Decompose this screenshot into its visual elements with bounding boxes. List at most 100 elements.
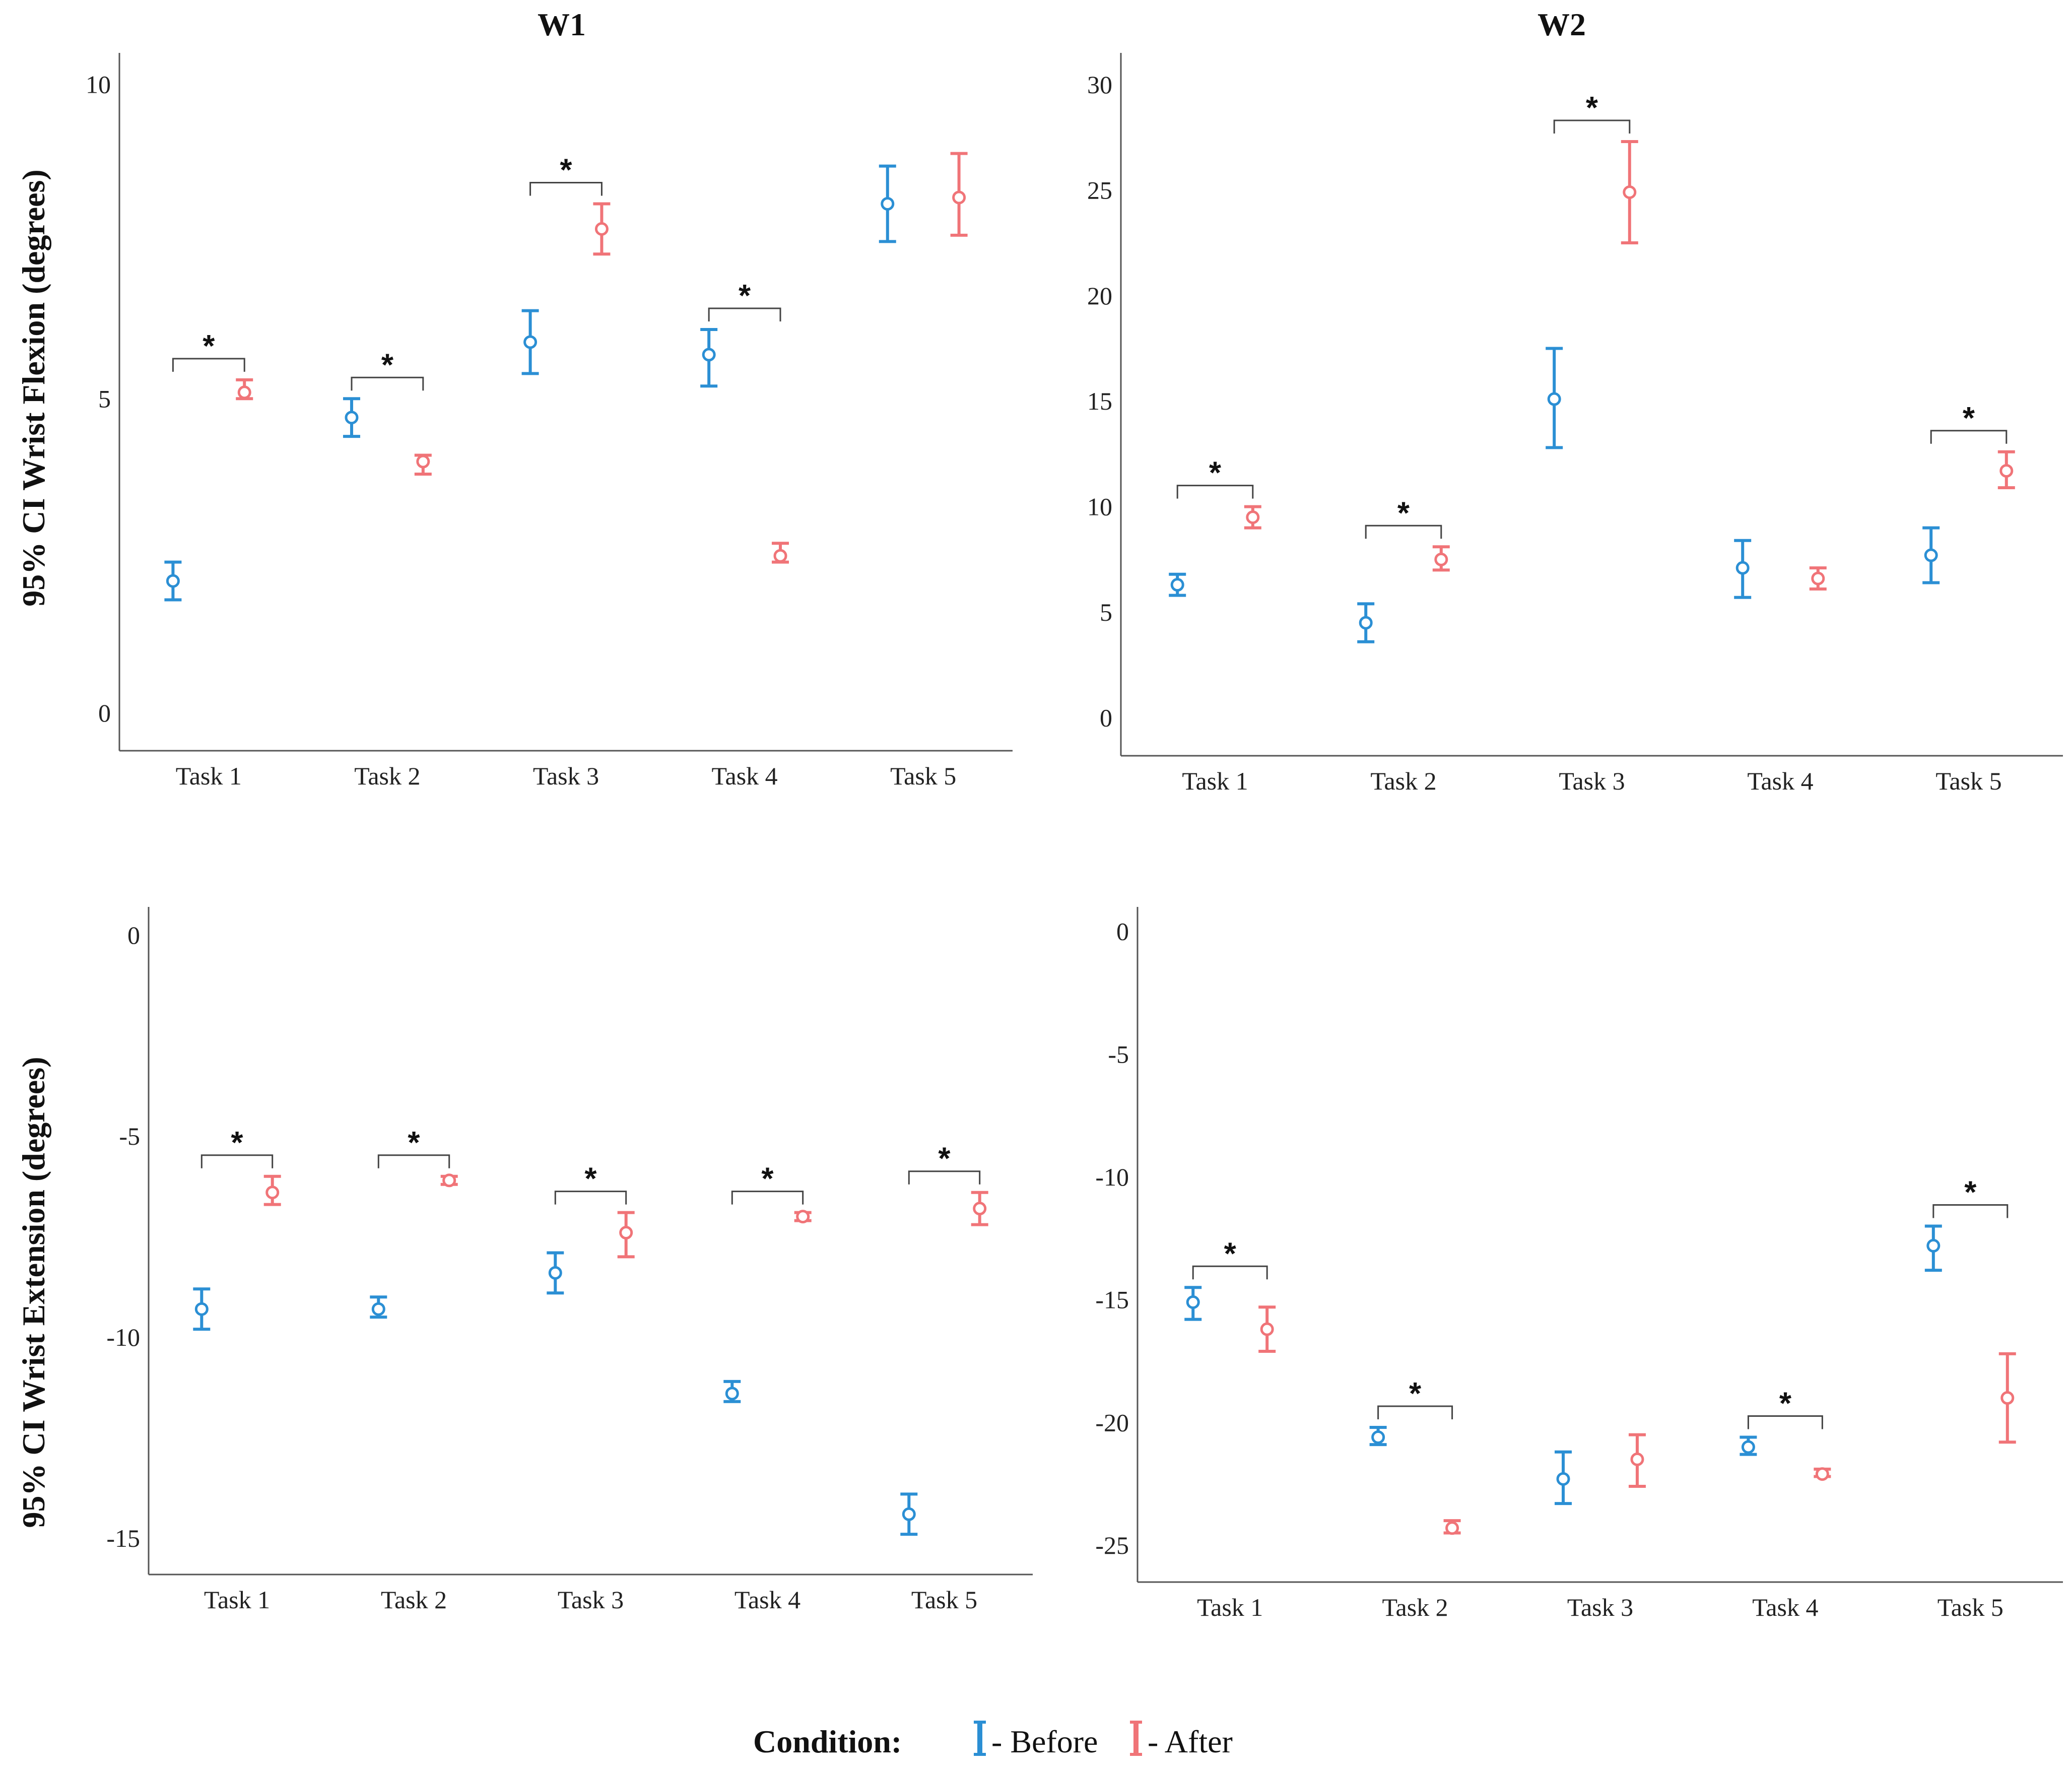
x-tick-label: Task 2 [354,762,420,790]
y-tick-label: -15 [1095,1286,1129,1314]
column-title-w1: W1 [538,7,586,42]
significance-bracket: * [377,1126,450,1168]
mean-point-after [594,222,609,236]
legend-title: Condition: [753,1724,902,1759]
mean-point-before [194,1302,209,1316]
significance-bracket: * [1365,496,1442,539]
significance-bracket: * [1932,1175,2009,1218]
legend-after-label: - After [1148,1724,1233,1759]
y-tick-label: 0 [98,699,111,727]
significance-star: * [1224,1236,1237,1271]
mean-point-after [1434,552,1448,566]
mean-point-after [237,385,251,400]
x-tick-label: Task 3 [558,1586,624,1614]
legend: Condition: - Before - After [753,1721,1233,1759]
x-tick-label: Task 5 [1935,767,2001,795]
mean-point-before [1186,1295,1200,1309]
mean-point-before [371,1302,385,1316]
error-bar-before [1357,602,1375,643]
mean-point-after [1630,1452,1644,1466]
y-tick-label: -15 [106,1524,140,1552]
mean-point-before [166,574,180,588]
error-bar-before [370,1295,387,1319]
mean-point-before [702,348,716,362]
error-bar-after [414,453,432,476]
mean-point-before [1741,1440,1755,1454]
significance-bracket: * [1553,91,1631,134]
x-tick-label: Task 2 [381,1586,447,1614]
mean-point-after [265,1186,280,1200]
mean-point-after [619,1226,633,1240]
mean-point-before [1359,616,1373,630]
mean-point-before [548,1266,562,1280]
significance-star: * [1409,1376,1422,1411]
y-tick-label: 20 [1087,282,1112,310]
mean-point-before [1547,392,1561,406]
significance-bracket: * [172,329,245,372]
mean-point-before [902,1507,916,1521]
chart-w1-extension: 0 -5 -10 -15 Task 1 Task 2 Task 3 Task 4 Task 5 *… [106,907,1033,1614]
mean-point-before [1735,561,1750,575]
chart-w1-flexion: 0 5 10 Task 1 Task 2 Task 3 Task 4 Task 5 * * * * [86,53,1013,790]
significance-star: * [231,1126,243,1160]
error-bar-after [1814,1467,1831,1481]
significance-bracket: * [529,153,603,196]
x-tick-label: Task 3 [1559,767,1625,795]
mean-point-before [1371,1430,1385,1445]
mean-point-before [725,1387,739,1401]
error-bar-after [794,1210,812,1224]
error-bar-before [1924,1224,1942,1272]
y-tick-label: -5 [119,1122,140,1150]
y-tick-label: 10 [86,70,111,98]
y-tick-label: -25 [1095,1531,1129,1559]
significance-star: * [1397,496,1410,531]
x-tick-label: Task 3 [1567,1593,1633,1621]
error-bar-before [164,560,182,602]
x-tick-label: Task 5 [1937,1593,2003,1621]
y-tick-label: 25 [1087,176,1112,204]
y-tick-label: 15 [1087,387,1112,415]
significance-bracket: * [908,1142,981,1185]
error-bar-before [1369,1426,1387,1447]
mean-point-after [1246,510,1260,525]
mean-point-before [1926,1238,1941,1253]
mean-point-before [1556,1472,1570,1486]
x-tick-label: Task 3 [533,762,599,790]
x-tick-label: Task 1 [204,1586,270,1614]
legend-before-icon [974,1721,986,1756]
error-bar-after [1997,450,2015,489]
error-bar-before [900,1492,918,1536]
error-bar-before [1740,1435,1757,1456]
y-tick-label: -20 [1095,1408,1129,1436]
error-bar-before [1546,347,1563,449]
mean-point-after [952,190,966,205]
y-tick-label: 5 [1100,598,1112,626]
y-tick-label: -10 [106,1323,140,1351]
significance-star: * [203,329,215,364]
mean-point-before [1924,548,1938,562]
significance-star: * [381,348,394,382]
x-tick-label: Task 4 [734,1586,800,1614]
error-bar-before [879,164,896,243]
x-tick-label: Task 4 [711,762,777,790]
significance-star: * [584,1162,597,1197]
significance-bracket: * [554,1162,627,1205]
significance-bracket: * [708,279,781,322]
significance-star: * [1586,91,1598,125]
error-bar-after [236,378,253,401]
error-bar-after [1432,545,1450,572]
error-bar-after [1998,1352,2016,1444]
significance-star: * [1964,1175,1977,1210]
mean-point-before [1170,578,1184,592]
y-tick-label: 0 [1100,704,1112,732]
legend-after-icon [1130,1721,1142,1756]
row-label-flexion: 95% CI Wrist Flexion (degrees) [16,169,51,606]
error-bar-after [1443,1519,1461,1535]
significance-star: * [761,1162,774,1197]
error-bar-after [1244,505,1261,530]
row-label-extension: 95% CI Wrist Extension (degrees) [16,1057,51,1528]
x-tick-label: Task 1 [1197,1593,1263,1621]
error-bar-before [1184,1286,1202,1321]
error-bar-after [263,1174,281,1206]
x-tick-label: Task 4 [1747,767,1813,795]
